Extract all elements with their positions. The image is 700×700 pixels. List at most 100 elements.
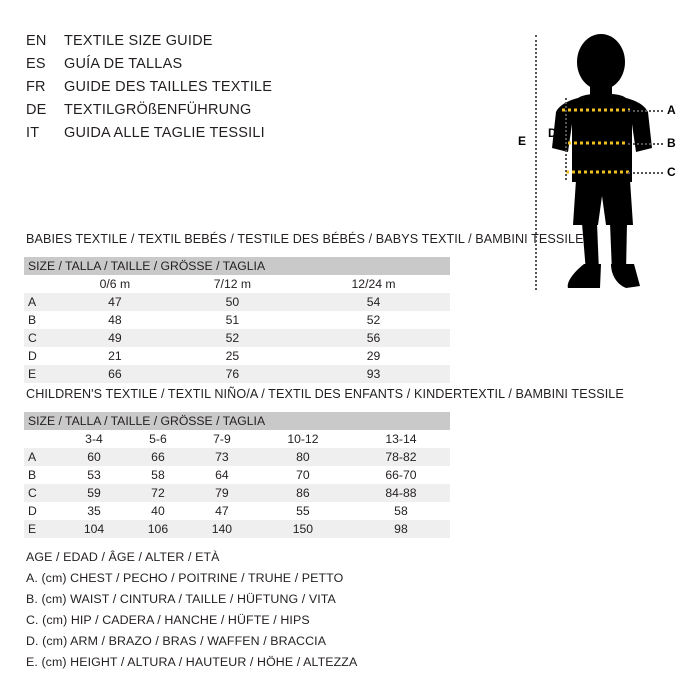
children-row-label-c: C [24,484,62,502]
children-cell-c-3: 86 [253,484,352,502]
children-row-label-e: E [24,520,62,538]
babies-cell-a-2: 54 [297,293,450,311]
babies-row-label-a: A [24,293,62,311]
children-cell-e-4: 98 [351,520,450,538]
language-row-it: IT GUIDA ALLE TAGLIE TESSILI [26,125,486,148]
language-row-es: ES GUÍA DE TALLAS [26,56,486,79]
babies-cell-b-0: 48 [62,311,168,329]
babies-cell-c-2: 56 [297,329,450,347]
children-cell-d-1: 40 [125,502,190,520]
guide-line-chest [628,110,663,112]
babies-cell-d-1: 25 [167,347,298,365]
children-cell-a-3: 80 [253,448,352,466]
children-size-bar-label: SIZE / TALLA / TAILLE / GRÖSSE / TAGLIA [24,412,450,430]
babies-cell-e-1: 76 [167,365,298,383]
babies-row-label-b: B [24,311,62,329]
guide-line-height [535,35,537,290]
children-cell-a-1: 66 [125,448,190,466]
table-row: C 49 52 56 [24,329,450,347]
babies-size-bar-row: SIZE / TALLA / TAILLE / GRÖSSE / TAGLIA [24,257,450,275]
figure-label-b: B [667,136,676,150]
babies-cell-d-2: 29 [297,347,450,365]
babies-size-bar-label: SIZE / TALLA / TAILLE / GRÖSSE / TAGLIA [24,257,450,275]
babies-size-table: SIZE / TALLA / TAILLE / GRÖSSE / TAGLIA … [24,257,450,383]
figure-label-a: A [667,103,676,117]
babies-cell-a-0: 47 [62,293,168,311]
language-header-block: EN TEXTILE SIZE GUIDE ES GUÍA DE TALLAS … [26,33,486,148]
legend-row-hip: C. (cm) HIP / CADERA / HANCHE / HÜFTE / … [26,613,310,627]
children-cell-c-4: 84-88 [351,484,450,502]
table-row: D 35 40 47 55 58 [24,502,450,520]
table-row: C 59 72 79 86 84-88 [24,484,450,502]
language-code-fr: FR [26,79,46,95]
babies-cell-b-1: 51 [167,311,298,329]
babies-column-header-1: 7/12 m [167,275,298,293]
guide-line-waist [628,143,663,145]
language-code-de: DE [26,102,47,118]
children-column-header-4: 13-14 [351,430,450,448]
babies-cell-c-0: 49 [62,329,168,347]
children-cell-d-2: 47 [189,502,254,520]
guide-line-hip [628,172,663,174]
babies-cell-c-1: 52 [167,329,298,347]
language-text-en: TEXTILE SIZE GUIDE [64,33,213,49]
babies-column-header-row: 0/6 m 7/12 m 12/24 m [24,275,450,293]
children-corner-cell [24,430,62,448]
children-cell-d-3: 55 [253,502,352,520]
babies-section-title: BABIES TEXTILE / TEXTIL BEBÉS / TESTILE … [26,232,584,246]
table-row: A 60 66 73 80 78-82 [24,448,450,466]
children-column-header-row: 3-4 5-6 7-9 10-12 13-14 [24,430,450,448]
table-row: B 48 51 52 [24,311,450,329]
children-cell-a-4: 78-82 [351,448,450,466]
table-row: B 53 58 64 70 66-70 [24,466,450,484]
figure-label-c: C [667,165,676,179]
children-cell-c-0: 59 [62,484,126,502]
children-size-table: SIZE / TALLA / TAILLE / GRÖSSE / TAGLIA … [24,412,450,538]
children-cell-b-4: 66-70 [351,466,450,484]
language-row-fr: FR GUIDE DES TAILLES TEXTILE [26,79,486,102]
legend-row-chest: A. (cm) CHEST / PECHO / POITRINE / TRUHE… [26,571,344,585]
figure-label-d: D [548,126,557,140]
children-cell-e-2: 140 [189,520,254,538]
table-row: E 66 76 93 [24,365,450,383]
language-row-de: DE TEXTILGRÖßENFÜHRUNG [26,102,486,125]
children-row-label-a: A [24,448,62,466]
children-column-header-1: 5-6 [125,430,190,448]
children-section-title: CHILDREN'S TEXTILE / TEXTIL NIÑO/A / TEX… [26,387,624,401]
children-cell-d-4: 58 [351,502,450,520]
babies-row-label-d: D [24,347,62,365]
children-column-header-0: 3-4 [62,430,126,448]
legend-row-age: AGE / EDAD / ÂGE / ALTER / ETÀ [26,550,220,564]
children-cell-b-1: 58 [125,466,190,484]
babies-cell-e-0: 66 [62,365,168,383]
children-cell-c-2: 79 [189,484,254,502]
language-text-fr: GUIDE DES TAILLES TEXTILE [64,79,273,95]
language-text-de: TEXTILGRÖßENFÜHRUNG [64,102,252,118]
measurement-legend: AGE / EDAD / ÂGE / ALTER / ETÀ A. (cm) C… [26,550,357,676]
children-cell-e-1: 106 [125,520,190,538]
table-row: E 104 106 140 150 98 [24,520,450,538]
legend-row-waist: B. (cm) WAIST / CINTURA / TAILLE / HÜFTU… [26,592,336,606]
children-row-label-b: B [24,466,62,484]
children-cell-c-1: 72 [125,484,190,502]
babies-cell-e-2: 93 [297,365,450,383]
children-column-header-2: 7-9 [189,430,254,448]
children-cell-a-0: 60 [62,448,126,466]
legend-row-height: E. (cm) HEIGHT / ALTURA / HAUTEUR / HÖHE… [26,655,358,669]
children-cell-b-3: 70 [253,466,352,484]
measurement-figure-diagram: A B C D E [500,20,700,310]
guide-line-arm [565,98,567,180]
language-text-it: GUIDA ALLE TAGLIE TESSILI [64,125,265,141]
babies-cell-b-2: 52 [297,311,450,329]
children-size-bar-row: SIZE / TALLA / TAILLE / GRÖSSE / TAGLIA [24,412,450,430]
children-cell-e-3: 150 [253,520,352,538]
babies-column-header-2: 12/24 m [297,275,450,293]
child-silhouette-icon [552,34,652,288]
table-row: D 21 25 29 [24,347,450,365]
babies-row-label-c: C [24,329,62,347]
children-row-label-d: D [24,502,62,520]
babies-cell-d-0: 21 [62,347,168,365]
table-row: A 47 50 54 [24,293,450,311]
children-cell-b-0: 53 [62,466,126,484]
language-row-en: EN TEXTILE SIZE GUIDE [26,33,486,56]
